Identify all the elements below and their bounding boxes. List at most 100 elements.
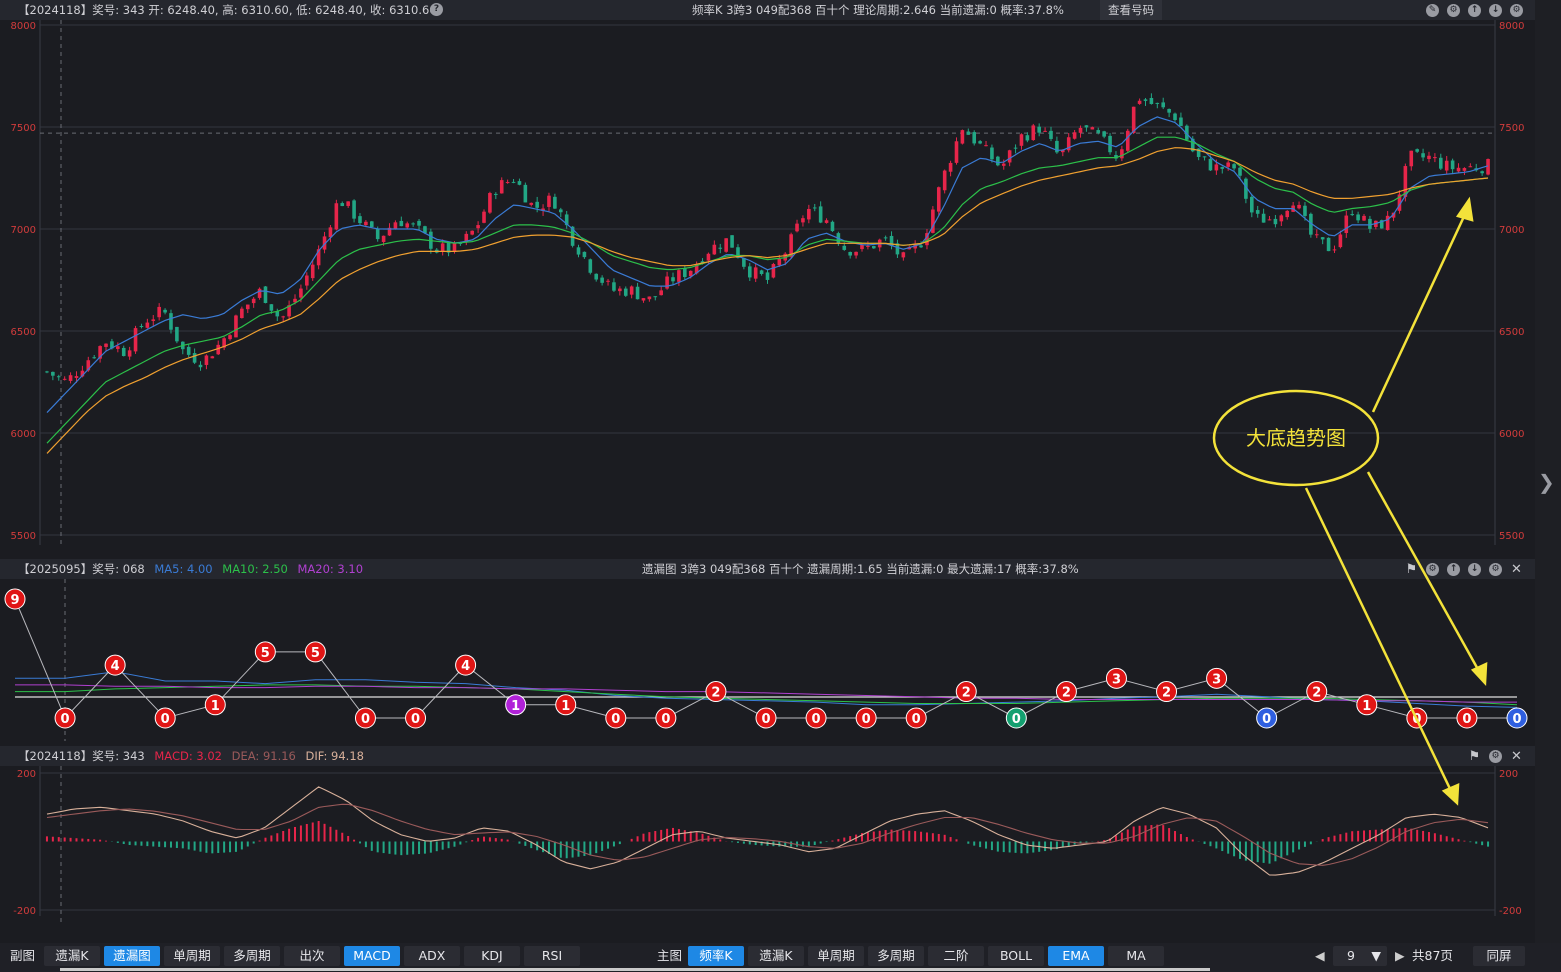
candle <box>263 286 268 304</box>
omission-point[interactable]: 0 <box>905 707 927 729</box>
total-pages: 共87页 <box>1412 948 1453 963</box>
sub-tab-4[interactable]: 出次 <box>284 946 340 966</box>
omission-point[interactable]: 2 <box>1055 681 1077 703</box>
omission-point[interactable]: 0 <box>154 707 176 729</box>
omission-point[interactable]: 0 <box>805 707 827 729</box>
sub-tab-8[interactable]: RSI <box>524 946 580 966</box>
candle <box>895 239 900 258</box>
svg-text:0: 0 <box>761 712 770 727</box>
sub-tab-7[interactable]: KDJ <box>464 946 520 966</box>
omission-point[interactable]: 9 <box>4 588 26 610</box>
main-tab-6[interactable]: EMA <box>1048 946 1104 966</box>
candle <box>62 376 67 381</box>
candle <box>712 240 717 255</box>
right-scroll-strip <box>1535 0 1561 943</box>
candle <box>234 314 238 338</box>
gear-icon[interactable]: ⚙ <box>1489 749 1502 763</box>
candle <box>529 202 534 207</box>
omission-point[interactable]: 1 <box>204 694 226 716</box>
omission-point[interactable]: 1 <box>555 694 577 716</box>
candle <box>352 199 356 223</box>
pin-icon[interactable]: ⚑ <box>1405 561 1418 577</box>
lookup-number-button[interactable]: 查看号码 <box>1100 0 1162 20</box>
sub-tab-5[interactable]: MACD <box>344 946 400 966</box>
main-tab-2[interactable]: 单周期 <box>808 946 864 966</box>
omission-point[interactable]: 4 <box>455 654 477 676</box>
ma20-label: MA20: 3.10 <box>297 562 364 576</box>
move-down-icon[interactable]: ↓ <box>1489 3 1502 17</box>
macd-header: 【2024118】奖号: 343 MACD: 3.02 DEA: 91.16 D… <box>0 746 1535 766</box>
help-icon[interactable]: ? <box>430 3 443 16</box>
candle <box>1155 102 1160 109</box>
svg-text:0: 0 <box>161 712 170 727</box>
omission-point[interactable]: 0 <box>1456 707 1478 729</box>
omission-point[interactable]: 4 <box>104 654 126 676</box>
main-tab-3[interactable]: 多周期 <box>868 946 924 966</box>
main-tab-7[interactable]: MA <box>1108 946 1164 966</box>
candle <box>576 244 581 258</box>
expand-right-icon[interactable]: ❯ <box>1538 470 1555 494</box>
omission-point[interactable]: 0 <box>755 707 777 729</box>
pin-icon[interactable]: ⚑ <box>1468 748 1481 764</box>
omission-point[interactable]: 0 <box>54 707 76 729</box>
omission-point[interactable]: 1 <box>1356 694 1378 716</box>
omission-point[interactable]: 2 <box>955 681 977 703</box>
gear-icon[interactable]: ⚙ <box>1510 3 1523 17</box>
omission-point[interactable]: 3 <box>1105 667 1127 689</box>
omission-point[interactable]: 0 <box>405 707 427 729</box>
omission-point[interactable]: 2 <box>1306 681 1328 703</box>
move-up-icon[interactable]: ↑ <box>1447 562 1460 576</box>
candle <box>399 216 404 227</box>
omission-point[interactable]: 2 <box>1156 681 1178 703</box>
omission-point[interactable]: 0 <box>655 707 677 729</box>
main-tab-5[interactable]: BOLL <box>988 946 1044 966</box>
gear-icon[interactable]: ⚙ <box>1489 562 1502 576</box>
same-screen-button[interactable]: 同屏 <box>1473 946 1525 966</box>
sub-tab-3[interactable]: 多周期 <box>224 946 280 966</box>
omission-point[interactable]: 0 <box>1506 707 1528 729</box>
settings-icon[interactable]: ⚙ <box>1426 562 1439 576</box>
kline-chart[interactable]: 8000 8000 7500 7500 7000 7000 6500 6500 6000 6000… <box>0 20 1535 550</box>
candle <box>623 286 628 297</box>
close-icon[interactable]: ✕ <box>1511 561 1522 577</box>
main-tab-4[interactable]: 二阶 <box>928 946 984 966</box>
omission-point[interactable]: 0 <box>855 707 877 729</box>
move-down-icon[interactable]: ↓ <box>1468 562 1481 576</box>
candle <box>517 178 522 186</box>
omission-point[interactable]: 1 <box>505 694 527 716</box>
move-up-icon[interactable]: ↑ <box>1468 3 1481 17</box>
main-tab-0[interactable]: 频率K <box>688 946 744 966</box>
macd-chart[interactable]: 200 200 -200 -200 <box>0 766 1535 941</box>
candle <box>92 355 97 359</box>
omission-point[interactable]: 5 <box>304 641 326 663</box>
svg-text:0: 0 <box>361 712 370 727</box>
page-select[interactable]: 9 ▼ <box>1333 946 1387 966</box>
omission-point[interactable]: 0 <box>1256 707 1278 729</box>
omission-point[interactable]: 0 <box>354 707 376 729</box>
candle <box>346 201 350 208</box>
candle <box>240 306 244 319</box>
omission-point[interactable]: 5 <box>254 641 276 663</box>
next-page-icon[interactable]: ▶ <box>1395 948 1405 963</box>
omission-point[interactable]: 0 <box>1005 707 1027 729</box>
candle <box>417 218 421 231</box>
sub-tab-2[interactable]: 单周期 <box>164 946 220 966</box>
omission-chart[interactable]: 9 0 4 0 1 5 5 0 0 4 1 1 0 0 2 0 0 0 0 2 0 2 3 2 3 0 2 1 0 0 0 <box>0 579 1535 741</box>
sub-tab-0[interactable]: 遗漏K <box>44 946 100 966</box>
omission-point[interactable]: 2 <box>705 681 727 703</box>
omission-point[interactable]: 0 <box>1406 707 1428 729</box>
y-tick-left: 6500 <box>11 327 36 338</box>
edit-icon[interactable]: ✎ <box>1426 3 1439 17</box>
candle <box>121 345 126 357</box>
settings-icon[interactable]: ⚙ <box>1447 3 1460 17</box>
omission-point[interactable]: 0 <box>605 707 627 729</box>
prev-page-icon[interactable]: ◀ <box>1315 948 1325 963</box>
sub-tab-1[interactable]: 遗漏图 <box>104 946 160 966</box>
main-tab-1[interactable]: 遗漏K <box>748 946 804 966</box>
omission-point[interactable]: 3 <box>1206 667 1228 689</box>
ma5-line <box>15 671 1518 708</box>
close-icon[interactable]: ✕ <box>1511 748 1522 764</box>
candle <box>582 251 587 259</box>
sub-tab-6[interactable]: ADX <box>404 946 460 966</box>
candle <box>1173 112 1177 122</box>
